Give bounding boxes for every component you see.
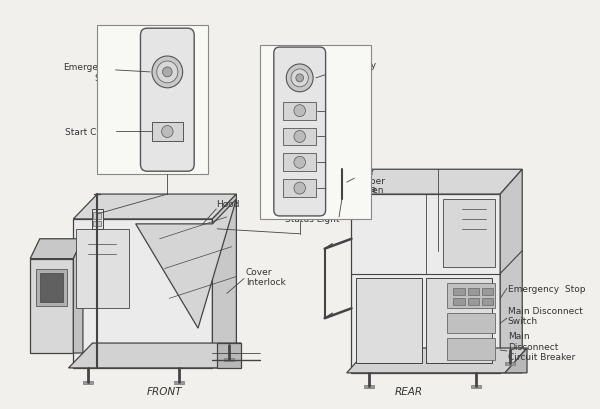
Text: Off: Off — [326, 133, 339, 142]
Text: Main
Disconnect
Circuit Breaker: Main Disconnect Circuit Breaker — [508, 331, 575, 361]
Circle shape — [294, 131, 305, 143]
Polygon shape — [68, 343, 241, 368]
Bar — [76, 229, 129, 308]
Bar — [505, 362, 515, 365]
Bar — [260, 46, 371, 219]
Text: Status Light: Status Light — [286, 215, 340, 224]
Circle shape — [294, 183, 305, 195]
FancyBboxPatch shape — [274, 48, 326, 216]
Text: Start Cycle: Start Cycle — [65, 128, 115, 137]
Bar — [448, 313, 496, 333]
Circle shape — [296, 75, 304, 83]
Bar — [83, 381, 92, 384]
Bar — [36, 269, 67, 307]
Polygon shape — [73, 195, 236, 219]
Bar — [356, 279, 422, 363]
Circle shape — [161, 126, 173, 138]
Text: Red: Red — [356, 167, 374, 176]
Bar — [338, 181, 346, 188]
Bar — [364, 385, 374, 388]
Bar — [338, 172, 346, 179]
Polygon shape — [347, 348, 527, 373]
Bar — [453, 299, 464, 306]
Text: REAR: REAR — [395, 386, 423, 396]
Text: Start Cycle: Start Cycle — [326, 184, 376, 193]
Text: Emergency
Stop: Emergency Stop — [64, 63, 115, 82]
Bar — [338, 190, 346, 197]
Circle shape — [286, 65, 313, 92]
Text: Green: Green — [356, 185, 384, 194]
Circle shape — [294, 157, 305, 169]
Circle shape — [163, 68, 172, 78]
Bar — [283, 180, 316, 198]
Circle shape — [157, 62, 178, 83]
Bar — [467, 289, 479, 296]
Polygon shape — [212, 195, 236, 368]
Bar — [283, 128, 316, 146]
Bar — [283, 102, 316, 120]
Bar — [97, 26, 208, 175]
Polygon shape — [136, 200, 236, 328]
Text: On: On — [326, 107, 338, 116]
Bar — [472, 385, 481, 388]
Bar — [283, 154, 316, 172]
Bar — [94, 212, 101, 219]
Circle shape — [294, 106, 305, 117]
Bar — [40, 273, 63, 303]
Polygon shape — [500, 170, 522, 373]
Bar — [174, 381, 184, 384]
Bar — [94, 221, 101, 226]
Bar — [443, 200, 496, 267]
Text: FRONT: FRONT — [147, 386, 182, 396]
Polygon shape — [73, 239, 83, 353]
Bar — [152, 122, 182, 142]
Polygon shape — [217, 343, 241, 368]
Bar — [482, 289, 493, 296]
Polygon shape — [505, 348, 527, 373]
Polygon shape — [352, 195, 500, 373]
FancyBboxPatch shape — [140, 29, 194, 172]
Polygon shape — [30, 259, 73, 353]
Text: Main Disconnect
Switch: Main Disconnect Switch — [508, 306, 583, 325]
Text: Power: Power — [326, 158, 353, 167]
Polygon shape — [352, 170, 522, 195]
Bar — [427, 279, 491, 363]
Bar — [448, 338, 496, 360]
Bar — [448, 284, 496, 308]
Polygon shape — [30, 239, 83, 259]
Text: Emergency
Stop: Emergency Stop — [326, 61, 377, 81]
Bar — [482, 299, 493, 306]
Circle shape — [291, 70, 308, 88]
Polygon shape — [73, 219, 212, 368]
Bar — [92, 209, 103, 229]
Text: Cover
Interlock: Cover Interlock — [246, 267, 286, 287]
Bar — [337, 170, 347, 198]
Circle shape — [152, 57, 182, 89]
Bar — [453, 289, 464, 296]
Bar — [467, 299, 479, 306]
Text: Amber: Amber — [356, 176, 386, 185]
Text: Hood: Hood — [216, 200, 240, 209]
Text: Emergency  Stop: Emergency Stop — [508, 284, 586, 293]
Bar — [224, 358, 233, 361]
